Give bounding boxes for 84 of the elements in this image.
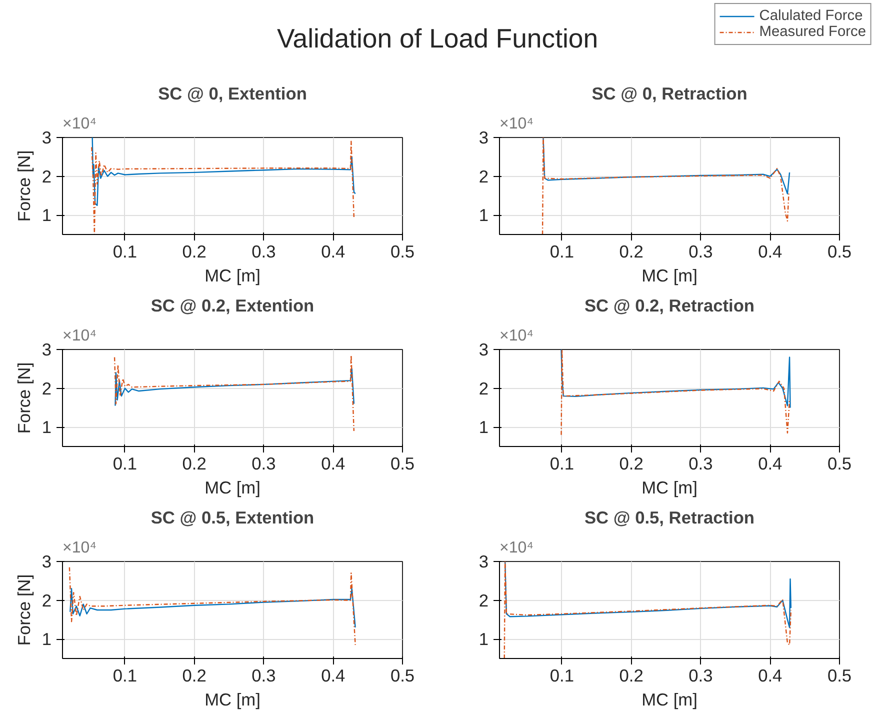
line-series <box>504 562 792 628</box>
text: ×10⁴ <box>500 328 534 344</box>
x-tick-label: 0.2 <box>182 454 206 474</box>
x-tick-label: 0.4 <box>321 666 346 686</box>
x-tick-label: 0.5 <box>827 666 852 686</box>
x-tick-label: 0.3 <box>252 454 276 474</box>
line-series <box>92 138 356 206</box>
text: Validation of Load Function <box>276 24 598 54</box>
y-tick-label: 3 <box>42 552 52 572</box>
x-tick-label: 0.5 <box>390 454 415 474</box>
line-series <box>114 354 355 432</box>
text: Calulated Force <box>759 8 863 24</box>
text: ×10⁴ <box>62 328 97 344</box>
x-tick-label: 0.2 <box>619 454 644 474</box>
text: ×10⁴ <box>62 116 97 132</box>
y-tick-label: 3 <box>478 128 489 148</box>
y-axis-title: Force [N] <box>14 574 34 646</box>
chart-title: SC @ 0, Retraction <box>592 84 748 104</box>
line-series <box>560 350 790 436</box>
x-tick-label: 0.4 <box>758 242 783 262</box>
line-series <box>542 138 790 234</box>
y-tick-label: 2 <box>42 378 52 398</box>
line-series <box>504 562 792 658</box>
y-tick-label: 1 <box>478 417 489 438</box>
x-tick-label: 0.3 <box>688 454 713 474</box>
y-tick-label: 2 <box>478 590 489 610</box>
y-tick-label: 2 <box>42 166 52 186</box>
y-tick-label: 3 <box>478 552 489 572</box>
x-axis-title: MC [m] <box>204 690 260 710</box>
line-series <box>68 566 356 646</box>
chart-title: SC @ 0.2, Extention <box>150 296 314 316</box>
x-axis-title: MC [m] <box>642 690 698 710</box>
y-tick-label: 3 <box>478 340 489 360</box>
x-axis-title: MC [m] <box>204 478 260 498</box>
x-tick-label: 0.1 <box>112 666 137 686</box>
x-tick-label: 0.1 <box>112 242 137 262</box>
x-tick-label: 0.2 <box>182 242 206 262</box>
y-tick-label: 3 <box>42 128 52 148</box>
x-tick-label: 0.4 <box>758 454 783 474</box>
text: Measured Force <box>759 24 866 40</box>
x-axis-title: MC [m] <box>642 478 698 498</box>
y-axis-title: Force [N] <box>14 150 34 222</box>
text: ×10⁴ <box>62 540 97 556</box>
chart-title: SC @ 0.5, Extention <box>150 508 314 528</box>
x-tick-label: 0.5 <box>390 666 415 686</box>
line-series <box>114 368 355 406</box>
y-tick-label: 2 <box>42 590 52 610</box>
line-series <box>560 350 791 408</box>
x-tick-label: 0.1 <box>550 454 574 474</box>
chart-title: SC @ 0.5, Retraction <box>584 508 755 528</box>
chart-title: SC @ 0.2, Retraction <box>584 296 755 316</box>
x-tick-label: 0.4 <box>321 242 346 262</box>
x-tick-label: 0.1 <box>112 454 137 474</box>
y-tick-label: 2 <box>478 378 489 398</box>
x-tick-label: 0.4 <box>321 454 346 474</box>
x-tick-label: 0.3 <box>252 242 276 262</box>
x-tick-label: 0.2 <box>182 666 206 686</box>
line-series <box>542 138 790 194</box>
y-tick-label: 1 <box>478 205 489 226</box>
x-tick-label: 0.5 <box>827 454 852 474</box>
y-axis-title: Force [N] <box>14 362 34 434</box>
y-tick-label: 3 <box>42 340 52 360</box>
y-tick-label: 1 <box>42 205 52 226</box>
x-tick-label: 0.5 <box>390 242 415 262</box>
x-tick-label: 0.3 <box>688 242 713 262</box>
y-tick-label: 1 <box>478 629 489 650</box>
x-tick-label: 0.5 <box>827 242 852 262</box>
x-tick-label: 0.1 <box>550 242 574 262</box>
line-series <box>91 140 355 234</box>
line-series <box>70 588 356 628</box>
x-tick-label: 0.3 <box>252 666 276 686</box>
y-tick-label: 1 <box>42 629 52 650</box>
x-tick-label: 0.2 <box>619 242 644 262</box>
x-tick-label: 0.4 <box>758 666 783 686</box>
x-tick-label: 0.1 <box>550 666 574 686</box>
x-axis-title: MC [m] <box>642 266 698 286</box>
x-tick-label: 0.3 <box>688 666 713 686</box>
text: ×10⁴ <box>500 540 534 556</box>
y-tick-label: 1 <box>42 417 52 438</box>
x-axis-title: MC [m] <box>204 266 260 286</box>
text: ×10⁴ <box>500 116 534 132</box>
x-tick-label: 0.2 <box>619 666 644 686</box>
y-tick-label: 2 <box>478 166 489 186</box>
chart-title: SC @ 0, Extention <box>158 84 307 104</box>
